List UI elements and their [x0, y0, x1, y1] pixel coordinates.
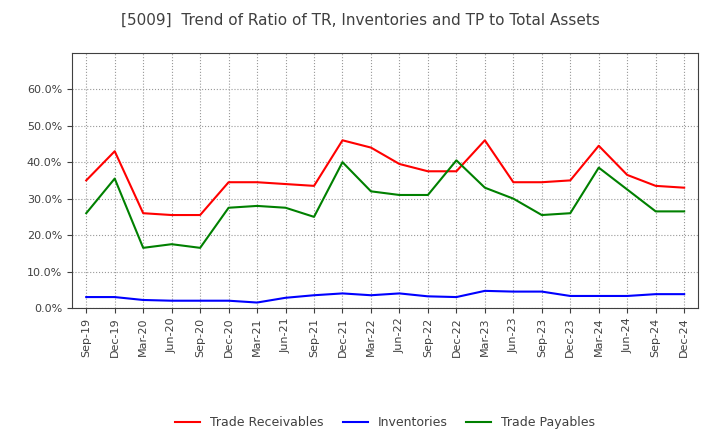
Trade Receivables: [623, 172, 631, 178]
Trade Receivables: [680, 185, 688, 191]
Trade Payables: [509, 196, 518, 201]
Inventories: [566, 293, 575, 299]
Trade Receivables: [366, 145, 375, 150]
Trade Payables: [537, 213, 546, 218]
Inventories: [110, 294, 119, 300]
Text: [5009]  Trend of Ratio of TR, Inventories and TP to Total Assets: [5009] Trend of Ratio of TR, Inventories…: [120, 13, 600, 28]
Inventories: [338, 291, 347, 296]
Line: Trade Receivables: Trade Receivables: [86, 140, 684, 215]
Trade Payables: [338, 160, 347, 165]
Trade Payables: [623, 187, 631, 192]
Inventories: [366, 293, 375, 298]
Trade Payables: [282, 205, 290, 210]
Trade Payables: [310, 214, 318, 220]
Trade Payables: [395, 192, 404, 198]
Trade Payables: [253, 203, 261, 209]
Trade Payables: [680, 209, 688, 214]
Trade Receivables: [395, 161, 404, 167]
Inventories: [282, 295, 290, 301]
Trade Receivables: [338, 138, 347, 143]
Trade Payables: [452, 158, 461, 163]
Inventories: [595, 293, 603, 299]
Trade Payables: [167, 242, 176, 247]
Trade Receivables: [82, 178, 91, 183]
Inventories: [537, 289, 546, 294]
Inventories: [623, 293, 631, 299]
Inventories: [253, 300, 261, 305]
Trade Receivables: [423, 169, 432, 174]
Inventories: [167, 298, 176, 303]
Trade Payables: [110, 176, 119, 181]
Trade Receivables: [110, 149, 119, 154]
Inventories: [196, 298, 204, 303]
Trade Payables: [225, 205, 233, 210]
Inventories: [652, 292, 660, 297]
Trade Payables: [366, 189, 375, 194]
Inventories: [139, 297, 148, 303]
Trade Receivables: [139, 211, 148, 216]
Trade Receivables: [282, 181, 290, 187]
Trade Receivables: [253, 180, 261, 185]
Trade Receivables: [480, 138, 489, 143]
Trade Receivables: [566, 178, 575, 183]
Trade Receivables: [652, 183, 660, 188]
Inventories: [680, 292, 688, 297]
Trade Payables: [652, 209, 660, 214]
Inventories: [395, 291, 404, 296]
Inventories: [480, 288, 489, 293]
Trade Receivables: [537, 180, 546, 185]
Trade Payables: [196, 245, 204, 250]
Trade Payables: [139, 245, 148, 250]
Trade Receivables: [167, 213, 176, 218]
Trade Payables: [480, 185, 489, 191]
Inventories: [82, 294, 91, 300]
Trade Receivables: [452, 169, 461, 174]
Trade Payables: [423, 192, 432, 198]
Trade Payables: [595, 165, 603, 170]
Trade Payables: [82, 211, 91, 216]
Trade Receivables: [225, 180, 233, 185]
Inventories: [509, 289, 518, 294]
Trade Receivables: [310, 183, 318, 188]
Inventories: [310, 293, 318, 298]
Legend: Trade Receivables, Inventories, Trade Payables: Trade Receivables, Inventories, Trade Pa…: [170, 411, 600, 434]
Line: Inventories: Inventories: [86, 291, 684, 303]
Line: Trade Payables: Trade Payables: [86, 160, 684, 248]
Trade Receivables: [196, 213, 204, 218]
Inventories: [452, 294, 461, 300]
Inventories: [423, 293, 432, 299]
Inventories: [225, 298, 233, 303]
Trade Receivables: [595, 143, 603, 148]
Trade Receivables: [509, 180, 518, 185]
Trade Payables: [566, 211, 575, 216]
